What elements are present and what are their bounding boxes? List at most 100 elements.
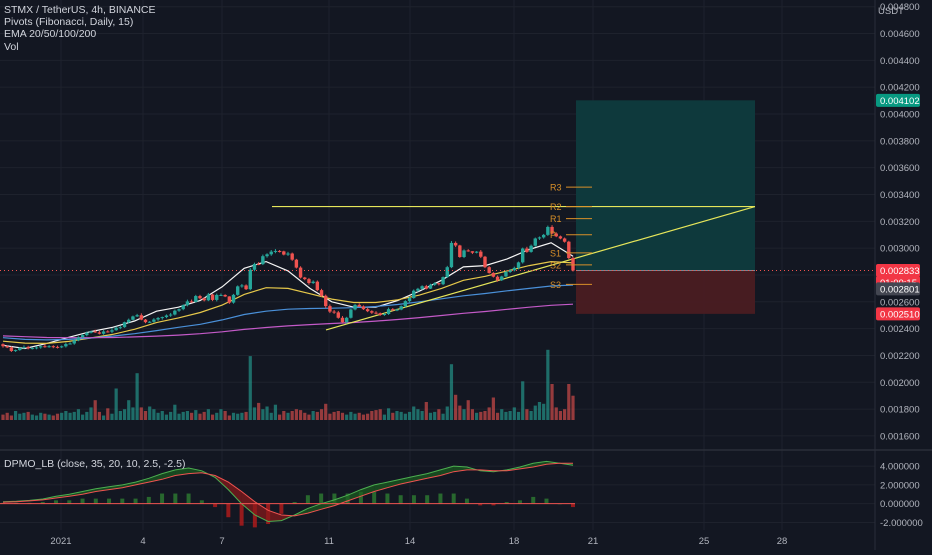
volume-bars	[1, 349, 575, 420]
candle-body	[273, 250, 278, 252]
price-tag	[876, 264, 920, 278]
histogram-bar	[107, 498, 112, 504]
candle-body	[353, 304, 357, 310]
volume-bar	[433, 411, 437, 420]
candle-body	[256, 263, 261, 265]
candle-body	[215, 294, 219, 300]
candle-body	[403, 301, 408, 307]
volume-bar	[319, 409, 324, 420]
volume-bar	[437, 409, 441, 420]
candle-body	[261, 256, 265, 265]
candle-body	[244, 285, 248, 290]
volume-bar	[357, 412, 361, 420]
candle-body	[336, 312, 340, 318]
volume-bar	[428, 412, 433, 420]
volume-bar	[349, 411, 353, 420]
pivot-label: S2	[550, 260, 561, 270]
volume-bar	[466, 400, 470, 420]
oscillator-fill	[188, 468, 202, 474]
price-tag	[876, 93, 920, 107]
candle-body	[458, 245, 462, 257]
volume-bar	[236, 413, 240, 420]
histogram-bar	[120, 498, 125, 504]
volume-bar	[529, 411, 533, 420]
histogram-bar	[411, 495, 416, 504]
candle-body	[177, 309, 181, 311]
volume-bar	[563, 409, 567, 420]
price-tick-label: 0.004200	[880, 83, 920, 94]
volume-bar	[55, 413, 60, 420]
candle-body	[72, 340, 76, 344]
candle-body	[470, 251, 475, 253]
volume-bar	[307, 414, 311, 420]
candle-body	[152, 319, 156, 322]
volume-bar	[101, 415, 106, 420]
histogram-bar	[93, 498, 98, 504]
candle-body	[131, 316, 135, 320]
histogram-bar	[478, 503, 483, 506]
indicator-pivots[interactable]: Pivots (Fibonacci, Daily, 15)	[4, 16, 134, 29]
histogram-bar	[571, 503, 575, 508]
oscillator-fill	[334, 495, 348, 506]
oscillator-fill	[135, 478, 149, 485]
candle-body	[156, 318, 160, 320]
volume-bar	[345, 414, 349, 420]
volume-bar	[445, 406, 449, 420]
candle-body	[59, 346, 64, 348]
volume-bar	[449, 364, 454, 420]
oscillator-legend[interactable]: DPMO_LB (close, 35, 20, 10, 2.5, -2.5)	[4, 458, 186, 470]
volume-bar	[298, 410, 303, 420]
symbol-title[interactable]: STMX / TetherUS, 4h, BINANCE	[4, 4, 156, 16]
indicator-ema[interactable]: EMA 20/50/100/200	[4, 28, 97, 41]
volume-bar	[454, 394, 458, 420]
time-tick-label: 28	[777, 536, 788, 547]
indicator-volume[interactable]: Vol	[4, 40, 19, 53]
candle-body	[374, 312, 378, 314]
candle-body	[541, 234, 546, 238]
volume-bar	[479, 411, 483, 420]
oscillator-fill	[307, 503, 322, 514]
histogram-bar	[80, 498, 85, 504]
oscillator-fill	[228, 482, 242, 504]
oscillator-tick-label: 0.000000	[880, 499, 920, 510]
candle-body	[202, 298, 206, 301]
histogram-bar	[67, 500, 72, 504]
volume-bar	[18, 413, 22, 420]
oscillator-signal	[2, 462, 573, 517]
candle-body	[344, 317, 349, 323]
volume-bar	[22, 412, 26, 420]
candle-body	[424, 286, 429, 289]
volume-bar	[462, 409, 466, 420]
histogram-bar	[372, 491, 377, 504]
candle-body	[9, 347, 14, 352]
ema-line	[2, 303, 574, 339]
candle-body	[76, 337, 81, 341]
volume-bar	[164, 414, 169, 420]
candle-body	[114, 327, 118, 331]
volume-bar	[315, 411, 319, 420]
candle-body	[303, 277, 307, 280]
candle-body	[43, 346, 47, 348]
candle-body	[206, 294, 211, 301]
volume-bar	[521, 381, 525, 420]
candle-body	[30, 348, 35, 350]
candle-body	[391, 309, 395, 311]
candle-body	[546, 226, 550, 235]
volume-bar	[483, 411, 487, 420]
price-tick-label: 0.004600	[880, 29, 920, 40]
volume-bar	[441, 413, 445, 420]
candle-body	[441, 277, 445, 285]
histogram-bar	[146, 496, 151, 504]
candle-body	[479, 251, 483, 257]
oscillator-fill	[413, 473, 428, 482]
candle-body	[474, 251, 479, 253]
target-zone	[576, 100, 755, 271]
volume-bar	[525, 409, 529, 420]
price-tick-label: 0.002400	[880, 324, 920, 335]
candle-body	[298, 267, 303, 278]
histogram-bar	[305, 495, 310, 504]
time-tick-label: 21	[588, 536, 599, 547]
candle-body	[382, 314, 387, 316]
